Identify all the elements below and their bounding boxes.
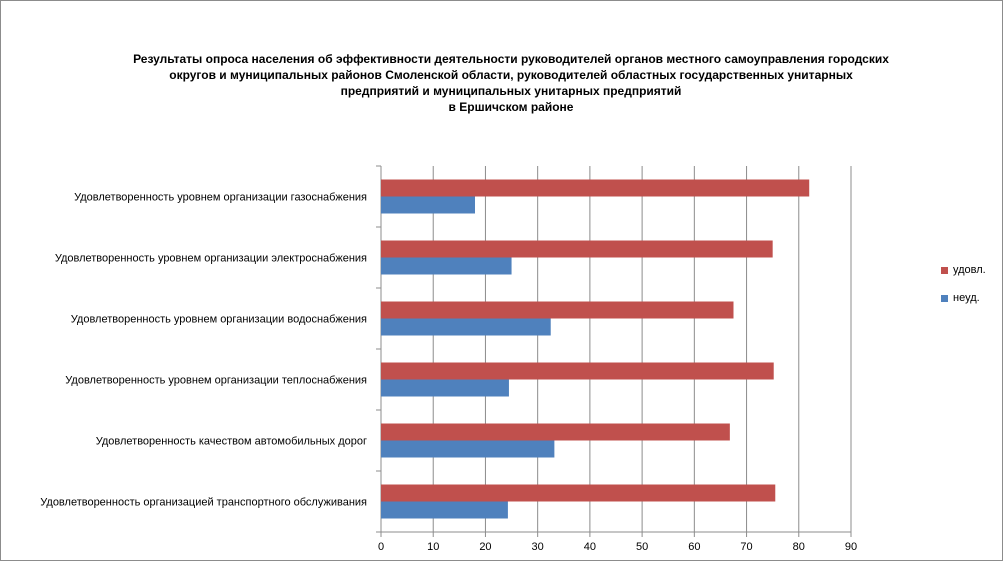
x-tick-label-30: 30: [532, 541, 544, 553]
legend-label-udovl: удовл.: [953, 264, 986, 276]
legend-item-udovl: удовл.: [941, 263, 986, 277]
chart-title-line-2: округов и муниципальных районов Смоленск…: [169, 68, 853, 82]
bar-neud-2: [381, 257, 512, 275]
x-tick-label-90: 90: [845, 541, 857, 553]
bar-udovl-1: [381, 179, 810, 197]
category-label-2: Удовлетворенность уровнем организации эл…: [55, 253, 367, 265]
category-label-5: Удовлетворенность качеством автомобильны…: [96, 436, 367, 448]
chart-title: Результаты опроса населения об эффективн…: [61, 51, 961, 115]
chart-title-line-4: в Ершичском районе: [448, 100, 574, 114]
bar-neud-6: [381, 501, 508, 519]
chart-title-line-3: предприятий и муниципальных унитарных пр…: [340, 84, 682, 98]
category-label-4: Удовлетворенность уровнем организации те…: [65, 375, 367, 387]
legend-swatch-udovl: [941, 266, 948, 274]
x-tick-label-40: 40: [584, 541, 596, 553]
legend-item-neud: неуд.: [941, 291, 986, 305]
bar-neud-4: [381, 379, 509, 397]
legend-swatch-neud: [941, 294, 948, 302]
bar-udovl-4: [381, 362, 774, 380]
bar-udovl-5: [381, 423, 730, 441]
bar-udovl-2: [381, 240, 773, 258]
legend-label-neud: неуд.: [953, 292, 980, 304]
x-tick-label-50: 50: [636, 541, 648, 553]
x-tick-label-70: 70: [740, 541, 752, 553]
x-tick-label-10: 10: [427, 541, 439, 553]
bar-neud-1: [381, 196, 475, 214]
category-label-1: Удовлетворенность уровнем организации га…: [74, 192, 367, 204]
category-label-6: Удовлетворенность организацией транспорт…: [40, 497, 367, 509]
category-label-3: Удовлетворенность уровнем организации во…: [71, 314, 367, 326]
x-tick-label-60: 60: [688, 541, 700, 553]
x-tick-label-20: 20: [479, 541, 491, 553]
bar-udovl-6: [381, 484, 776, 502]
x-tick-label-0: 0: [378, 541, 384, 553]
x-tick-label-80: 80: [793, 541, 805, 553]
bar-udovl-3: [381, 301, 734, 319]
legend: удовл. неуд.: [941, 263, 986, 319]
bar-neud-5: [381, 440, 555, 458]
bar-neud-3: [381, 318, 551, 336]
chart-title-line-1: Результаты опроса населения об эффективн…: [133, 52, 889, 66]
